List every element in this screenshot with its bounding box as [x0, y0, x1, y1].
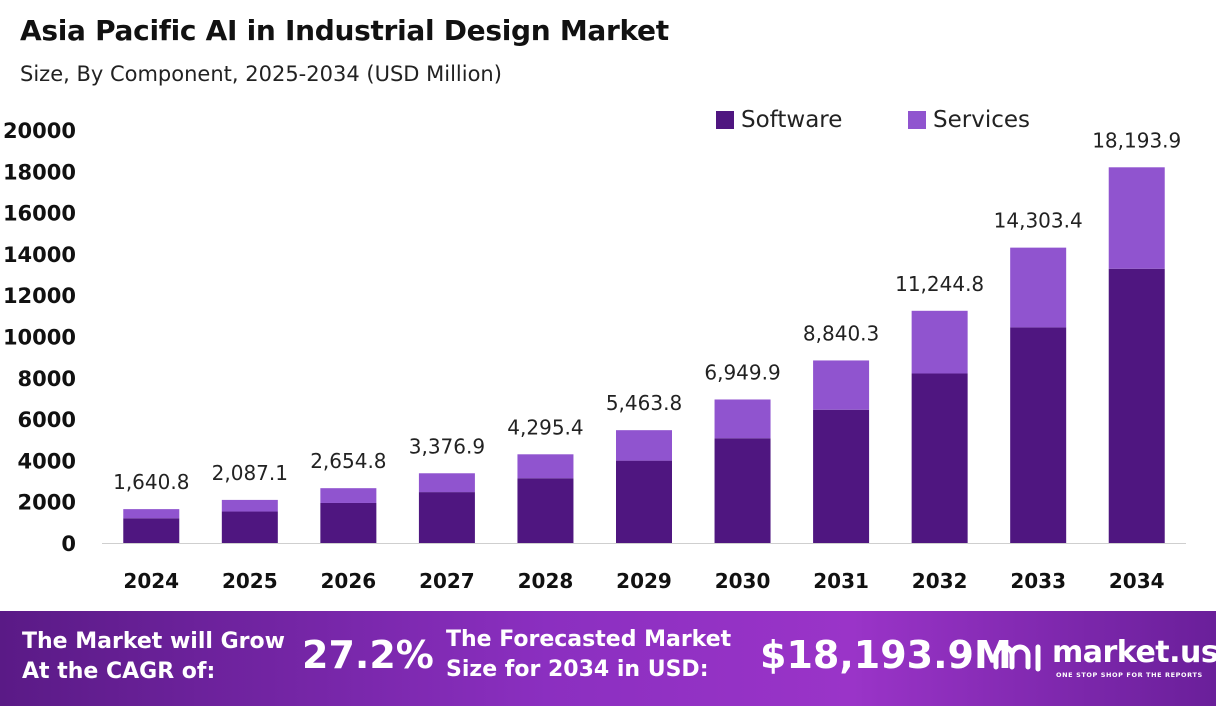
data-label-total-2033: 14,303.4	[994, 209, 1083, 233]
x-tick-label-2033: 2033	[1010, 569, 1066, 593]
y-tick-label: 10000	[3, 326, 76, 350]
chart-title: Asia Pacific AI in Industrial Design Mar…	[20, 14, 669, 47]
forecast-value: $18,193.9M	[760, 633, 1012, 677]
y-tick-label: 8000	[18, 367, 76, 391]
bar-services-2024	[123, 509, 180, 519]
bar-software-2024	[123, 518, 180, 543]
market-us-logo-icon	[993, 644, 1041, 672]
forecast-caption-line-1: The Forecasted Market	[446, 627, 732, 652]
forecast-caption: The Forecasted Market Size for 2034 in U…	[446, 625, 731, 685]
legend-swatch-software	[716, 111, 734, 129]
summary-footer: The Market will Grow At the CAGR of: 27.…	[0, 611, 1216, 706]
y-tick-label: 0	[61, 532, 76, 556]
brand-name: market.us	[1052, 635, 1216, 670]
bar-services-2027	[418, 473, 475, 493]
bar-services-2025	[221, 499, 278, 512]
x-tick-label-2025: 2025	[222, 569, 278, 593]
y-tick-label: 16000	[3, 202, 76, 226]
y-tick-label: 2000	[18, 491, 76, 515]
y-tick-label: 20000	[3, 119, 76, 143]
y-tick-label: 6000	[18, 408, 76, 432]
bar-software-2033	[1010, 327, 1067, 543]
forecast-caption-line-2: Size for 2034 in USD:	[446, 657, 709, 682]
x-tick-label-2034: 2034	[1109, 569, 1165, 593]
bar-software-2025	[221, 511, 278, 543]
bar-services-2030	[714, 399, 771, 439]
stacked-bar-chart: 0 2000 4000 6000 8000 10000 12000 14000 16000 180…	[3, 107, 1186, 593]
bar-services-2028	[517, 454, 574, 479]
data-label-total-2031: 8,840.3	[803, 321, 879, 345]
data-label-total-2034: 18,193.9	[1092, 128, 1181, 152]
cagr-caption-line-2: At the CAGR of:	[22, 659, 216, 684]
cagr-caption-line-1: The Market will Grow	[22, 629, 285, 654]
data-label-total-2029: 5,463.8	[606, 391, 682, 415]
data-label-total-2032: 11,244.8	[895, 272, 984, 296]
x-tick-label-2027: 2027	[419, 569, 475, 593]
x-tick-label-2029: 2029	[616, 569, 672, 593]
x-tick-label-2031: 2031	[813, 569, 869, 593]
bar-services-2026	[320, 488, 377, 503]
y-tick-label: 14000	[3, 243, 76, 267]
x-tick-label-2030: 2030	[715, 569, 771, 593]
data-label-total-2027: 3,376.9	[409, 434, 485, 458]
x-tick-label-2028: 2028	[518, 569, 574, 593]
bar-software-2026	[320, 502, 377, 543]
chart-subtitle: Size, By Component, 2025-2034 (USD Milli…	[20, 62, 502, 86]
bar-software-2034	[1108, 268, 1165, 543]
data-label-total-2026: 2,654.8	[310, 449, 386, 473]
data-label-total-2025: 2,087.1	[212, 461, 288, 485]
bar-software-2032	[911, 373, 968, 543]
y-tick-label: 12000	[3, 284, 76, 308]
bar-services-2029	[616, 430, 672, 461]
x-tick-label-2024: 2024	[123, 569, 179, 593]
bar-services-2032	[911, 310, 968, 374]
legend-swatch-services	[908, 111, 926, 129]
cagr-caption: The Market will Grow At the CAGR of:	[22, 627, 285, 687]
bar-software-2027	[418, 492, 475, 543]
bar-services-2031	[813, 360, 870, 410]
bar-services-2033	[1010, 247, 1067, 328]
bar-software-2031	[813, 409, 870, 543]
y-tick-label: 18000	[3, 160, 76, 184]
data-label-total-2030: 6,949.9	[704, 360, 780, 384]
legend-label-services: Services	[933, 107, 1030, 133]
legend-label-software: Software	[741, 107, 842, 133]
data-label-total-2028: 4,295.4	[507, 415, 583, 439]
x-tick-label-2032: 2032	[912, 569, 968, 593]
y-tick-label: 4000	[18, 449, 76, 473]
data-label-total-2024: 1,640.8	[113, 470, 189, 494]
bar-services-2034	[1108, 167, 1165, 269]
brand-tagline: ONE STOP SHOP FOR THE REPORTS	[1056, 671, 1203, 679]
bar-software-2028	[517, 478, 574, 543]
bar-software-2029	[616, 460, 672, 543]
x-tick-label-2026: 2026	[321, 569, 377, 593]
cagr-value: 27.2%	[302, 633, 434, 677]
bar-software-2030	[714, 438, 771, 543]
